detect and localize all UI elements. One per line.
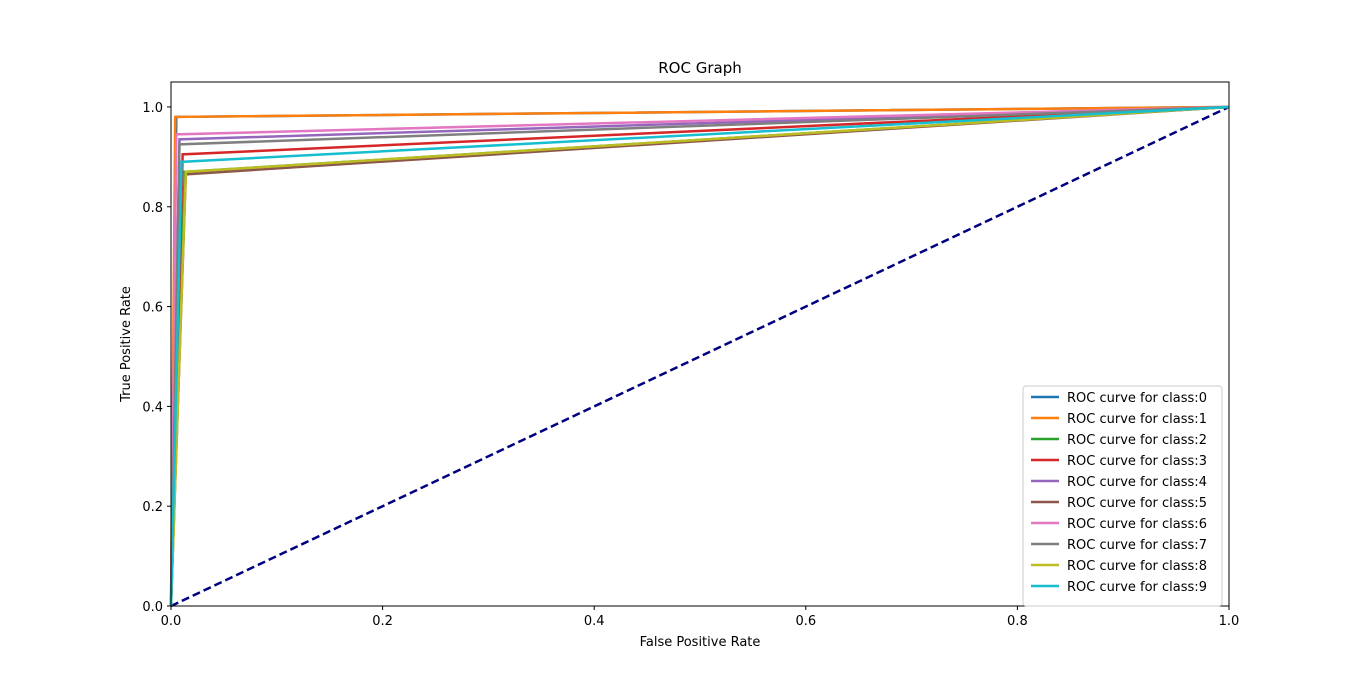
- y-axis: 0.0 0.2 0.4 0.6 0.8 1.0: [142, 101, 171, 615]
- x-tick-label: 0.4: [584, 614, 605, 629]
- x-tick-label: 0.8: [1007, 614, 1028, 629]
- legend-label-class-6: ROC curve for class:6: [1067, 517, 1207, 532]
- y-tick-label: 1.0: [142, 101, 163, 116]
- x-axis: 0.0 0.2 0.4 0.6 0.8 1.0: [161, 606, 1240, 629]
- y-tick-label: 0.2: [142, 500, 163, 515]
- diagonal-reference-line: [170, 105, 1230, 608]
- legend-label-class-4: ROC curve for class:4: [1067, 475, 1207, 490]
- legend-label-class-7: ROC curve for class:7: [1067, 538, 1207, 553]
- chart-title: ROC Graph: [658, 59, 741, 77]
- legend-label-class-9: ROC curve for class:9: [1067, 580, 1207, 595]
- legend-label-class-5: ROC curve for class:5: [1067, 496, 1207, 511]
- roc-curve-class-8: [169, 105, 1230, 607]
- legend-label-class-2: ROC curve for class:2: [1067, 433, 1207, 448]
- x-tick-label: 0.6: [795, 614, 816, 629]
- legend-label-class-3: ROC curve for class:3: [1067, 454, 1207, 469]
- legend-box: [1022, 385, 1223, 607]
- x-tick-label: 0.0: [161, 614, 182, 629]
- legend: ROC curve for class:0 ROC curve for class…: [1022, 385, 1223, 607]
- roc-curve-class-9: [169, 105, 1230, 607]
- y-tick-label: 0.0: [142, 600, 163, 615]
- y-tick-label: 0.8: [142, 201, 163, 216]
- y-tick-label: 0.4: [142, 400, 163, 415]
- legend-label-class-0: ROC curve for class:0: [1067, 391, 1207, 406]
- legend-label-class-8: ROC curve for class:8: [1067, 559, 1207, 574]
- plot-area: [169, 105, 1230, 608]
- legend-label-class-1: ROC curve for class:1: [1067, 412, 1207, 427]
- x-tick-label: 1.0: [1219, 614, 1240, 629]
- x-tick-label: 0.2: [372, 614, 393, 629]
- y-axis-label: True Positive Rate: [119, 286, 134, 403]
- x-axis-label: False Positive Rate: [640, 635, 761, 650]
- y-tick-label: 0.6: [142, 301, 163, 316]
- plot-frame: [170, 81, 1230, 607]
